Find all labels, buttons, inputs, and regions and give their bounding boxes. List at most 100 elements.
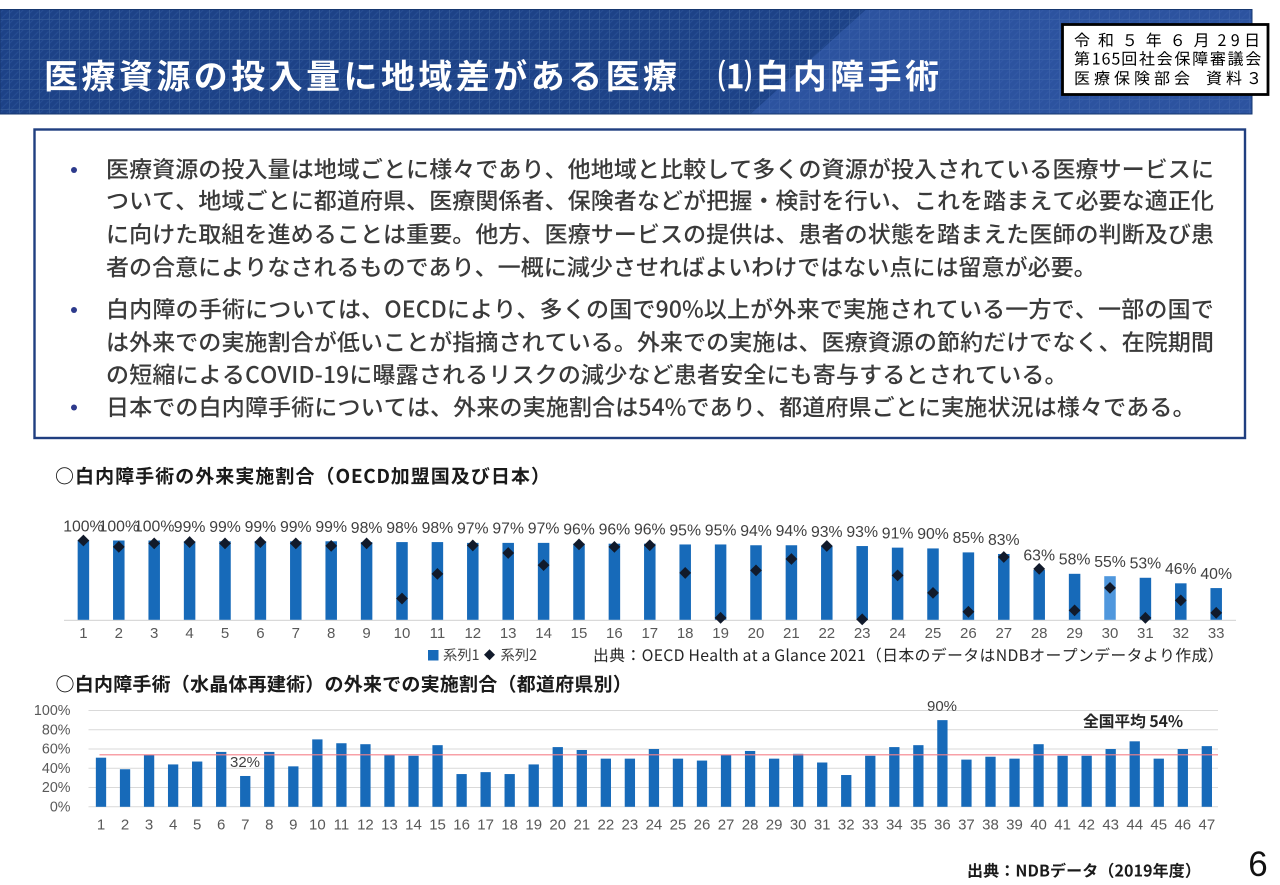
svg-text:100%: 100% <box>63 518 103 535</box>
svg-text:2: 2 <box>121 817 129 834</box>
svg-text:33: 33 <box>1208 625 1225 642</box>
svg-text:16: 16 <box>453 817 470 834</box>
svg-text:8: 8 <box>327 625 335 642</box>
svg-text:21: 21 <box>783 625 800 642</box>
svg-text:97%: 97% <box>457 521 489 538</box>
svg-text:31: 31 <box>1137 625 1154 642</box>
svg-text:25: 25 <box>670 817 687 834</box>
svg-text:12: 12 <box>464 625 481 642</box>
svg-text:46: 46 <box>1174 817 1191 834</box>
svg-text:90%: 90% <box>917 526 949 543</box>
svg-text:30: 30 <box>1102 625 1119 642</box>
svg-text:18: 18 <box>677 625 694 642</box>
svg-text:94%: 94% <box>740 523 772 540</box>
svg-text:13: 13 <box>381 817 398 834</box>
svg-text:14: 14 <box>535 625 552 642</box>
svg-text:100%: 100% <box>99 518 139 535</box>
svg-text:97%: 97% <box>492 521 524 538</box>
svg-text:10: 10 <box>394 625 411 642</box>
svg-text:26: 26 <box>694 817 711 834</box>
svg-text:18: 18 <box>501 817 518 834</box>
svg-text:27: 27 <box>995 625 1012 642</box>
svg-text:9: 9 <box>289 817 297 834</box>
svg-text:40%: 40% <box>42 761 71 777</box>
svg-text:22: 22 <box>597 817 614 834</box>
svg-text:96%: 96% <box>563 521 595 538</box>
svg-text:3: 3 <box>150 625 158 642</box>
svg-text:0%: 0% <box>50 799 71 815</box>
svg-text:31: 31 <box>814 817 831 834</box>
svg-text:44: 44 <box>1126 817 1143 834</box>
svg-text:83%: 83% <box>988 532 1020 549</box>
svg-text:17: 17 <box>641 625 658 642</box>
svg-text:6: 6 <box>256 625 264 642</box>
svg-text:63%: 63% <box>1023 548 1055 565</box>
svg-text:27: 27 <box>718 817 735 834</box>
svg-text:99%: 99% <box>174 519 206 536</box>
svg-text:19: 19 <box>525 817 542 834</box>
svg-text:4: 4 <box>185 625 193 642</box>
svg-text:99%: 99% <box>315 519 347 536</box>
svg-text:29: 29 <box>766 817 783 834</box>
svg-text:3: 3 <box>145 817 153 834</box>
svg-text:17: 17 <box>477 817 494 834</box>
svg-text:26: 26 <box>960 625 977 642</box>
svg-text:40%: 40% <box>1200 566 1232 583</box>
svg-text:42: 42 <box>1078 817 1095 834</box>
svg-text:1: 1 <box>79 625 87 642</box>
svg-text:80%: 80% <box>42 722 71 738</box>
svg-text:41: 41 <box>1054 817 1071 834</box>
svg-text:13: 13 <box>500 625 517 642</box>
svg-text:97%: 97% <box>528 521 560 538</box>
svg-text:9: 9 <box>362 625 370 642</box>
svg-text:99%: 99% <box>245 519 277 536</box>
svg-text:30: 30 <box>790 817 807 834</box>
svg-text:37: 37 <box>958 817 975 834</box>
svg-text:23: 23 <box>622 817 639 834</box>
svg-text:60%: 60% <box>42 742 71 758</box>
svg-text:21: 21 <box>573 817 590 834</box>
svg-text:28: 28 <box>742 817 759 834</box>
svg-text:91%: 91% <box>882 525 914 542</box>
svg-text:32: 32 <box>1172 625 1189 642</box>
svg-text:19: 19 <box>712 625 729 642</box>
svg-text:6: 6 <box>1248 845 1267 884</box>
svg-text:11: 11 <box>430 625 446 642</box>
svg-text:39: 39 <box>1006 817 1023 834</box>
svg-text:20: 20 <box>748 625 765 642</box>
svg-text:15: 15 <box>571 625 588 642</box>
svg-text:46%: 46% <box>1165 561 1197 578</box>
svg-text:38: 38 <box>982 817 999 834</box>
svg-text:6: 6 <box>217 817 225 834</box>
svg-text:98%: 98% <box>386 520 418 537</box>
svg-text:95%: 95% <box>669 522 701 539</box>
svg-text:33: 33 <box>862 817 879 834</box>
svg-text:40: 40 <box>1030 817 1047 834</box>
svg-text:7: 7 <box>292 625 300 642</box>
svg-text:58%: 58% <box>1059 552 1091 569</box>
svg-text:34: 34 <box>886 817 903 834</box>
svg-text:32: 32 <box>838 817 855 834</box>
svg-text:25: 25 <box>925 625 942 642</box>
svg-text:23: 23 <box>854 625 871 642</box>
svg-text:100%: 100% <box>134 518 174 535</box>
svg-text:55%: 55% <box>1094 554 1126 571</box>
svg-text:99%: 99% <box>209 519 241 536</box>
svg-text:28: 28 <box>1031 625 1048 642</box>
svg-text:36: 36 <box>934 817 951 834</box>
svg-text:24: 24 <box>646 817 663 834</box>
svg-text:98%: 98% <box>351 520 383 537</box>
svg-text:29: 29 <box>1066 625 1083 642</box>
svg-text:5: 5 <box>193 817 201 834</box>
svg-text:15: 15 <box>429 817 446 834</box>
svg-text:95%: 95% <box>705 522 737 539</box>
svg-text:22: 22 <box>818 625 835 642</box>
svg-text:93%: 93% <box>846 524 878 541</box>
svg-text:20: 20 <box>549 817 566 834</box>
svg-text:96%: 96% <box>634 521 666 538</box>
svg-text:12: 12 <box>357 817 374 834</box>
svg-text:32%: 32% <box>230 754 260 771</box>
svg-text:10: 10 <box>309 817 326 834</box>
svg-text:96%: 96% <box>599 521 631 538</box>
svg-text:14: 14 <box>405 817 422 834</box>
